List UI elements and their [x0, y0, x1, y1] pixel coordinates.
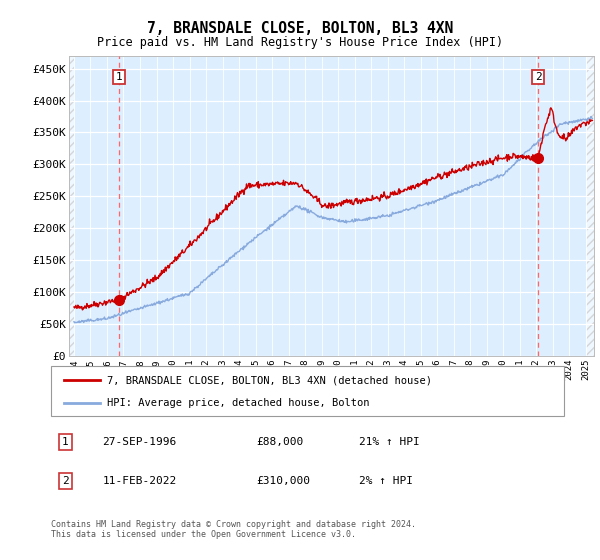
Text: 2: 2: [535, 72, 541, 82]
Text: £88,000: £88,000: [256, 437, 304, 447]
Text: 27-SEP-1996: 27-SEP-1996: [103, 437, 176, 447]
Bar: [69, 56, 74, 356]
Text: 2: 2: [62, 476, 69, 486]
Text: Price paid vs. HM Land Registry's House Price Index (HPI): Price paid vs. HM Land Registry's House …: [97, 36, 503, 49]
Text: HPI: Average price, detached house, Bolton: HPI: Average price, detached house, Bolt…: [107, 398, 370, 408]
Text: £310,000: £310,000: [256, 476, 310, 486]
Text: Contains HM Land Registry data © Crown copyright and database right 2024.
This d: Contains HM Land Registry data © Crown c…: [51, 520, 416, 539]
Bar: [586, 56, 594, 356]
Text: 11-FEB-2022: 11-FEB-2022: [103, 476, 176, 486]
Text: 1: 1: [62, 437, 69, 447]
Text: 21% ↑ HPI: 21% ↑ HPI: [359, 437, 419, 447]
Text: 7, BRANSDALE CLOSE, BOLTON, BL3 4XN: 7, BRANSDALE CLOSE, BOLTON, BL3 4XN: [147, 21, 453, 36]
Text: 2% ↑ HPI: 2% ↑ HPI: [359, 476, 413, 486]
Text: 1: 1: [116, 72, 122, 82]
Text: 7, BRANSDALE CLOSE, BOLTON, BL3 4XN (detached house): 7, BRANSDALE CLOSE, BOLTON, BL3 4XN (det…: [107, 375, 433, 385]
FancyBboxPatch shape: [51, 366, 564, 416]
